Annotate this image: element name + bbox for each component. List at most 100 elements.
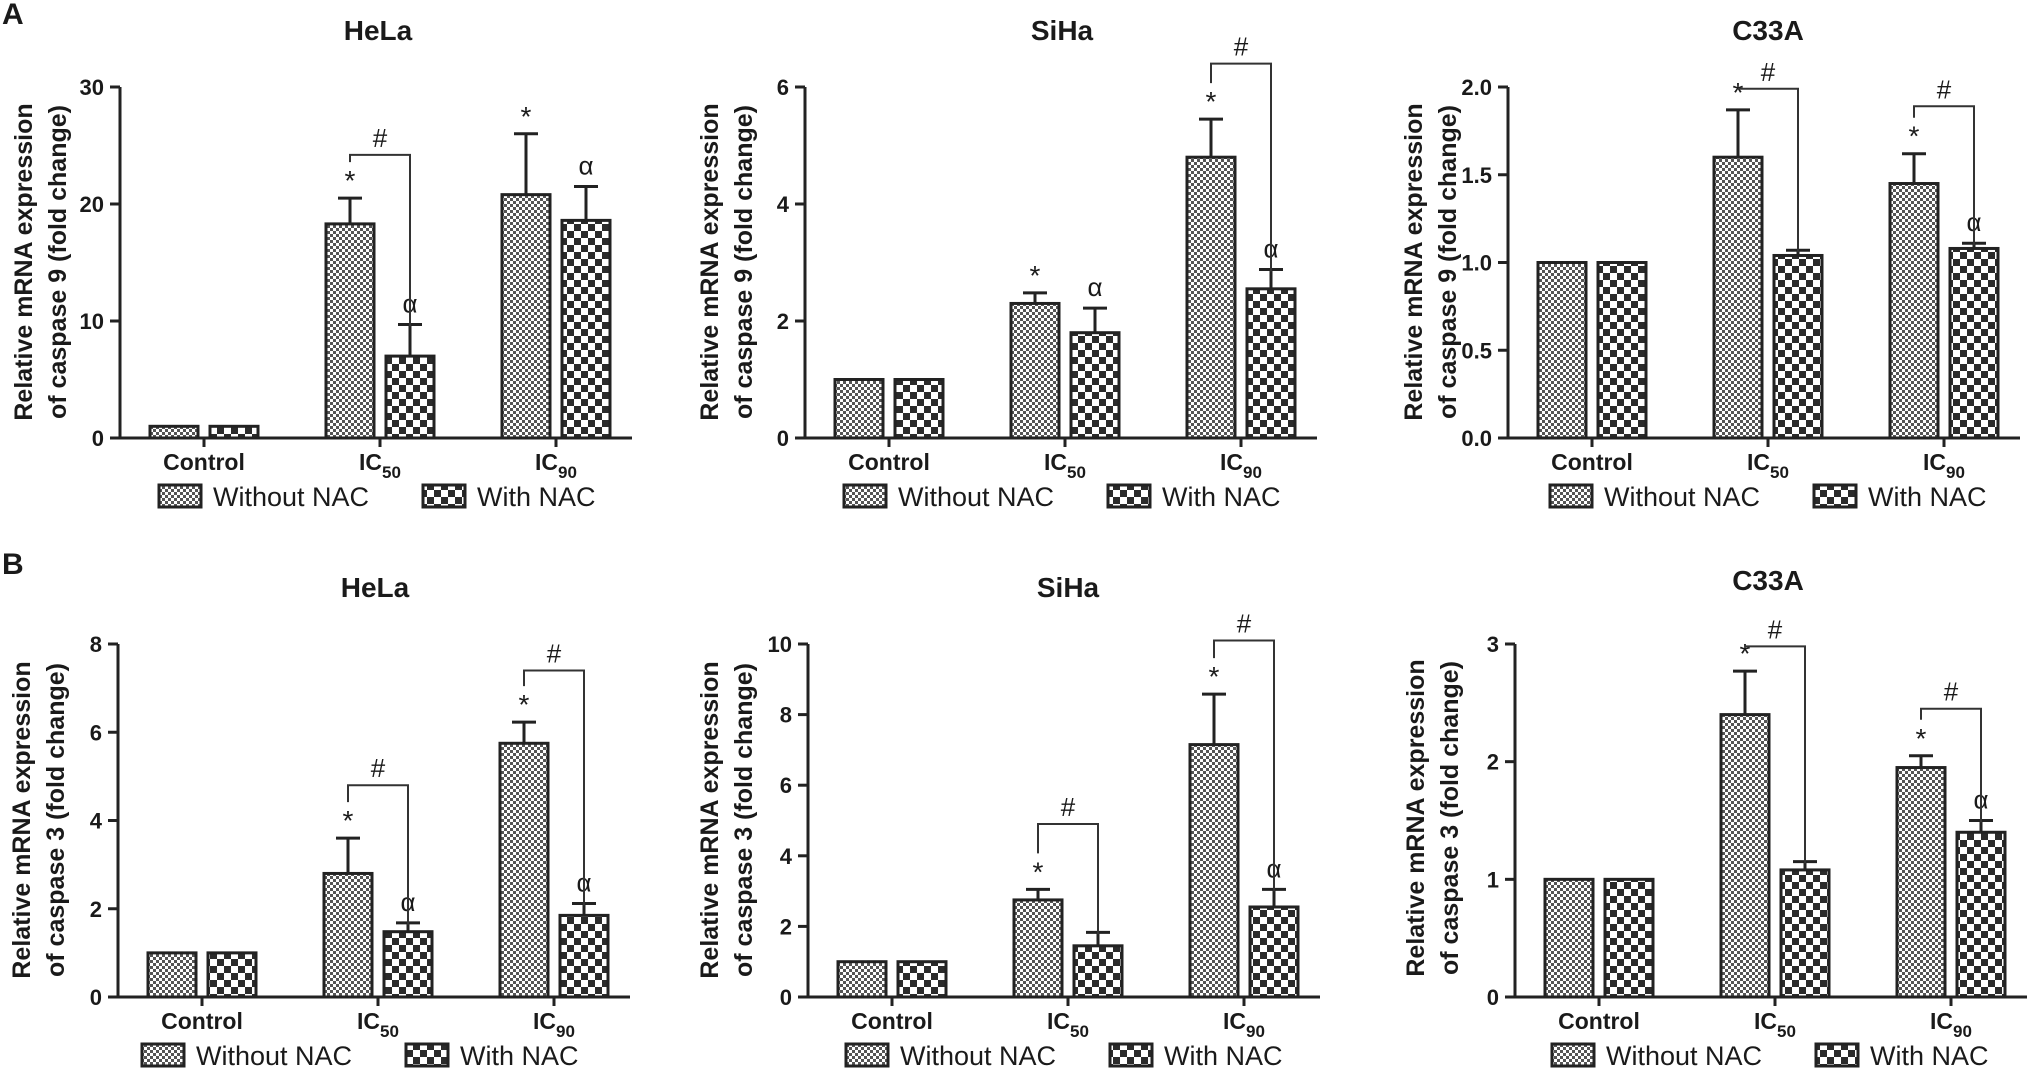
bar-with-nac xyxy=(384,354,436,440)
x-tick-label: IC90 xyxy=(535,449,577,482)
x-tick-label-prefix: IC xyxy=(357,1008,380,1034)
hash-mark: # xyxy=(371,753,386,783)
bar-with-nac xyxy=(206,951,258,999)
legend-swatch-with-nac xyxy=(404,1042,450,1068)
legend-swatch-with-nac xyxy=(1814,1042,1860,1068)
x-tick-label-subscript: 90 xyxy=(556,1022,575,1041)
legend-label-with-nac: With NAC xyxy=(1162,482,1281,512)
x-tick-label: Control xyxy=(848,449,930,475)
significance-bracket xyxy=(523,669,585,906)
y-tick-label: 1 xyxy=(1487,867,1499,892)
chart-b-c33a: C33A Relative mRNA expression of caspase 3… xyxy=(1402,565,2027,1071)
legend-label-without-nac: Without NAC xyxy=(898,482,1054,512)
x-tick-label-subscript: 50 xyxy=(1067,463,1086,482)
x-tick-label-prefix: IC xyxy=(1047,1008,1070,1034)
bar-without-nac xyxy=(1188,743,1240,999)
chart-a-hela: HeLa Relative mRNA expression of caspase 9… xyxy=(10,15,632,512)
y-axis-label-line2: of caspase 3 (fold change) xyxy=(1436,661,1464,975)
y-tick-label: 0 xyxy=(1487,985,1499,1010)
x-tick-label: Control xyxy=(163,449,245,475)
y-tick-label: 30 xyxy=(80,75,104,100)
x-tick-label: IC50 xyxy=(357,1008,399,1041)
bar-with-nac xyxy=(896,960,948,999)
x-tick-label: Control xyxy=(1551,449,1633,475)
significance-bracket xyxy=(1738,87,1799,253)
bar-with-nac xyxy=(1248,905,1300,999)
x-tick-label: IC50 xyxy=(359,449,401,482)
x-tick-label-subscript: 50 xyxy=(382,463,401,482)
x-tick-label-prefix: IC xyxy=(1923,449,1946,475)
legend-swatch-with-nac xyxy=(1108,1042,1154,1068)
chart-title: SiHa xyxy=(1031,15,1094,46)
chart-title: SiHa xyxy=(1037,572,1100,603)
star-mark: * xyxy=(1209,661,1220,692)
y-tick-label: 2.0 xyxy=(1461,75,1492,100)
bar-without-nac xyxy=(500,193,552,440)
x-tick-label-subscript: 90 xyxy=(1246,1022,1265,1041)
bar-with-nac xyxy=(1603,877,1655,999)
x-tick-label-subscript: 50 xyxy=(380,1022,399,1041)
x-tick-label: IC50 xyxy=(1044,449,1086,482)
alpha-mark: α xyxy=(1087,272,1102,302)
y-tick-label: 3 xyxy=(1487,632,1499,657)
legend-label-without-nac: Without NAC xyxy=(1606,1041,1762,1071)
y-tick-label: 4 xyxy=(777,192,790,217)
bar-without-nac xyxy=(146,951,198,999)
hash-mark: # xyxy=(1237,608,1252,638)
y-tick-label: 2 xyxy=(777,309,789,334)
star-mark: * xyxy=(521,101,532,132)
significance-bracket xyxy=(349,153,411,327)
legend-label-with-nac: With NAC xyxy=(1164,1041,1283,1071)
x-tick-label: Control xyxy=(851,1008,933,1034)
significance-bracket xyxy=(347,784,409,925)
legend-swatch-without-nac xyxy=(842,483,888,509)
hash-mark: # xyxy=(1234,32,1249,62)
y-axis-label-line2: of caspase 3 (fold change) xyxy=(730,663,758,977)
x-tick-label-subscript: 90 xyxy=(558,463,577,482)
star-mark: * xyxy=(1733,77,1744,108)
bar-without-nac xyxy=(1712,155,1764,440)
bar-without-nac xyxy=(836,960,888,999)
bar-with-nac xyxy=(1779,868,1831,999)
star-mark: * xyxy=(1033,856,1044,887)
bar-with-nac xyxy=(893,378,945,440)
bar-with-nac xyxy=(1072,944,1124,999)
x-tick-label-prefix: IC xyxy=(1223,1008,1246,1034)
alpha-mark: α xyxy=(578,150,593,180)
y-tick-label: 10 xyxy=(80,309,104,334)
y-axis-label: Relative mRNA expression of caspase 9 (fo… xyxy=(1400,103,1462,420)
y-axis-label-line2: of caspase 9 (fold change) xyxy=(1434,105,1462,419)
legend-swatch-with-nac xyxy=(1106,483,1152,509)
y-tick-label: 1.5 xyxy=(1461,163,1492,188)
y-tick-label: 0 xyxy=(780,985,792,1010)
x-tick-label-prefix: IC xyxy=(1044,449,1067,475)
legend-label-without-nac: Without NAC xyxy=(1604,482,1760,512)
star-mark: * xyxy=(1909,121,1920,152)
star-mark: * xyxy=(1916,723,1927,754)
x-tick-label-subscript: 90 xyxy=(1243,463,1262,482)
x-tick-label: IC90 xyxy=(1223,1008,1265,1041)
y-axis-label-line1: Relative mRNA expression xyxy=(696,103,724,420)
legend-label-without-nac: Without NAC xyxy=(196,1041,352,1071)
bar-without-nac xyxy=(1888,182,1940,440)
x-tick-label: IC50 xyxy=(1047,1008,1089,1041)
x-tick-label-subscript: 50 xyxy=(1070,1022,1089,1041)
y-tick-label: 8 xyxy=(90,632,102,657)
bar-without-nac xyxy=(1012,898,1064,999)
star-mark: * xyxy=(345,165,356,196)
x-tick-label-subscript: 50 xyxy=(1777,1022,1796,1041)
bar-with-nac xyxy=(1772,253,1824,440)
y-tick-label: 2 xyxy=(90,897,102,922)
y-tick-label: 6 xyxy=(780,773,792,798)
chart-title: C33A xyxy=(1732,565,1804,596)
y-axis-label-line2: of caspase 9 (fold change) xyxy=(44,105,72,419)
x-tick-label-prefix: IC xyxy=(535,449,558,475)
x-tick-label: Control xyxy=(1558,1008,1640,1034)
legend-label-without-nac: Without NAC xyxy=(900,1041,1056,1071)
legend-swatch-with-nac xyxy=(421,483,467,509)
x-tick-label: IC90 xyxy=(1930,1008,1972,1041)
hash-mark: # xyxy=(547,638,562,668)
significance-bracket xyxy=(1210,62,1272,272)
star-mark: * xyxy=(1030,260,1041,291)
